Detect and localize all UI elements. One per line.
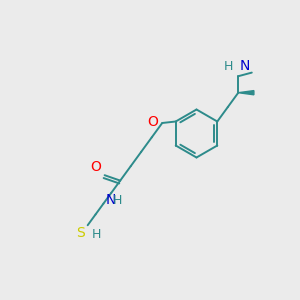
Text: N: N xyxy=(105,194,116,207)
Text: N: N xyxy=(240,59,250,73)
Text: H: H xyxy=(113,194,123,207)
Text: S: S xyxy=(76,226,85,240)
Text: O: O xyxy=(148,115,159,129)
Polygon shape xyxy=(238,91,254,95)
Text: H: H xyxy=(91,228,101,241)
Text: H: H xyxy=(224,60,233,73)
Text: O: O xyxy=(91,160,102,174)
